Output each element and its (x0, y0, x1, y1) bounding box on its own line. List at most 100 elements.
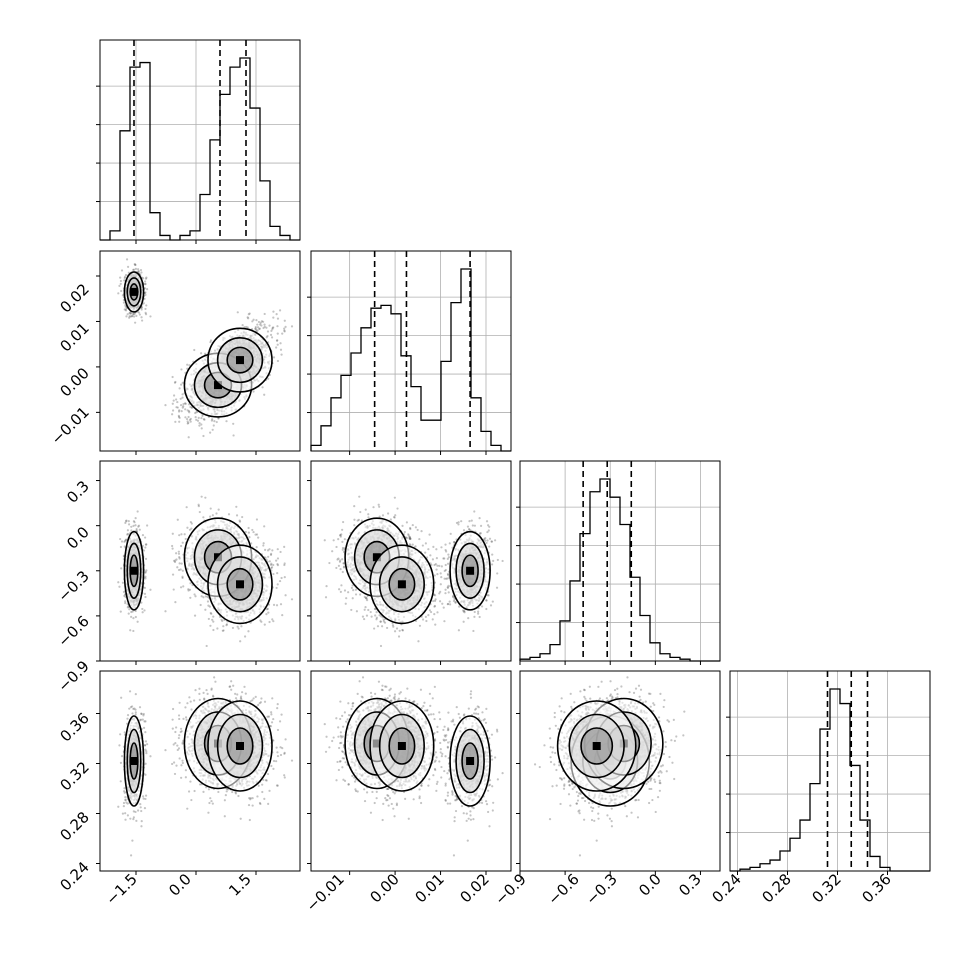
scatter-point (222, 629, 225, 632)
scatter-point (283, 327, 286, 330)
scatter-point (176, 400, 179, 404)
hist-frame-1 (310, 250, 512, 452)
scatter-point (137, 269, 140, 273)
panels-layer (96, 39, 931, 875)
scatter-point (260, 320, 264, 323)
scatter-points-0-2 (117, 495, 294, 648)
scatter-point (139, 268, 143, 272)
scatter-point (193, 614, 197, 617)
scatter-point (144, 570, 147, 573)
scatter-point (172, 588, 175, 591)
hist-frame-0 (99, 39, 301, 241)
scatter-point (279, 603, 283, 606)
scatter-point (184, 416, 187, 419)
scatter-point (267, 555, 270, 558)
scatter-point (262, 542, 265, 545)
scatter-point (265, 336, 268, 339)
scatter-point (264, 548, 267, 551)
scatter-point (211, 418, 214, 421)
scatter-point (137, 311, 141, 314)
scatter-point (204, 595, 207, 598)
scatter-point (179, 568, 182, 571)
scatter-point (126, 529, 129, 532)
scatter-point (263, 325, 266, 328)
scatter-point (209, 611, 212, 615)
scatter-point (217, 417, 220, 420)
scatter-point (225, 420, 228, 423)
scatter-point (187, 588, 190, 591)
scatter-point (123, 540, 126, 543)
scatter-point (126, 265, 130, 268)
scatter-point (198, 422, 201, 425)
scatter-point (262, 544, 265, 547)
scatter-point (144, 283, 147, 286)
scatter-point (208, 605, 211, 608)
scatter-point (283, 576, 286, 579)
scatter-point (241, 324, 244, 327)
scatter-point (200, 495, 203, 498)
scatter-point (206, 600, 210, 603)
scatter-point (172, 399, 175, 402)
scatter-point (276, 583, 279, 586)
scatter-point (209, 339, 213, 342)
scatter-point (281, 613, 284, 617)
scatter-point (140, 316, 143, 319)
hist-panel-2 (516, 460, 721, 665)
scatter-point (144, 543, 148, 546)
scatter-point (269, 563, 273, 567)
scatter-point (283, 563, 286, 567)
hist-panel-0 (96, 39, 301, 244)
scatter-point (271, 549, 274, 552)
scatter-point (193, 348, 196, 352)
scatter-point (204, 608, 207, 611)
scatter-point (140, 308, 143, 311)
scatter-point (272, 603, 276, 606)
scatter-point (177, 415, 181, 418)
scatter-point (126, 532, 130, 536)
scatter-point (290, 325, 294, 328)
scatter-point (256, 323, 259, 326)
scatter-point (143, 592, 147, 596)
scatter-point (203, 352, 207, 355)
scatter-point (189, 420, 192, 423)
scatter-point (189, 520, 192, 524)
scatter-point (171, 375, 174, 379)
scatter-point (190, 406, 193, 410)
scatter-point (189, 596, 192, 599)
scatter-point (236, 311, 239, 314)
scatter-point (205, 644, 208, 648)
scatter-point (178, 562, 181, 565)
scatter-point (266, 330, 270, 333)
scatter-point (124, 308, 127, 311)
scatter-point (172, 394, 176, 397)
scatter-point (189, 405, 192, 409)
scatter-point (194, 411, 197, 415)
scatter-point (126, 606, 129, 609)
scatter-point (121, 294, 125, 297)
scatter-point (248, 536, 251, 539)
scatter-point (140, 271, 143, 274)
scatter-point (124, 520, 128, 523)
scatter-point (275, 346, 278, 349)
scatter-point (134, 267, 138, 270)
scatter-point (119, 545, 123, 549)
scatter-point (132, 520, 135, 523)
scatter-point (270, 566, 274, 569)
scatter-point (270, 329, 273, 333)
scatter-point (256, 329, 259, 332)
scatter-point (276, 572, 279, 575)
scatter-point (264, 556, 267, 559)
scatter-point (276, 563, 279, 566)
scatter-point (212, 620, 215, 623)
scatter-point (254, 325, 257, 329)
scatter-points-0-1 (117, 258, 294, 439)
scatter-point (123, 539, 127, 542)
scatter-panel-0-2 (96, 460, 301, 665)
scatter-point (164, 404, 167, 407)
scatter-point (247, 313, 250, 316)
scatter-point (132, 268, 135, 271)
scatter-point (210, 419, 214, 422)
scatter-point (283, 329, 286, 332)
scatter-point (132, 312, 135, 315)
scatter-point (188, 418, 192, 421)
